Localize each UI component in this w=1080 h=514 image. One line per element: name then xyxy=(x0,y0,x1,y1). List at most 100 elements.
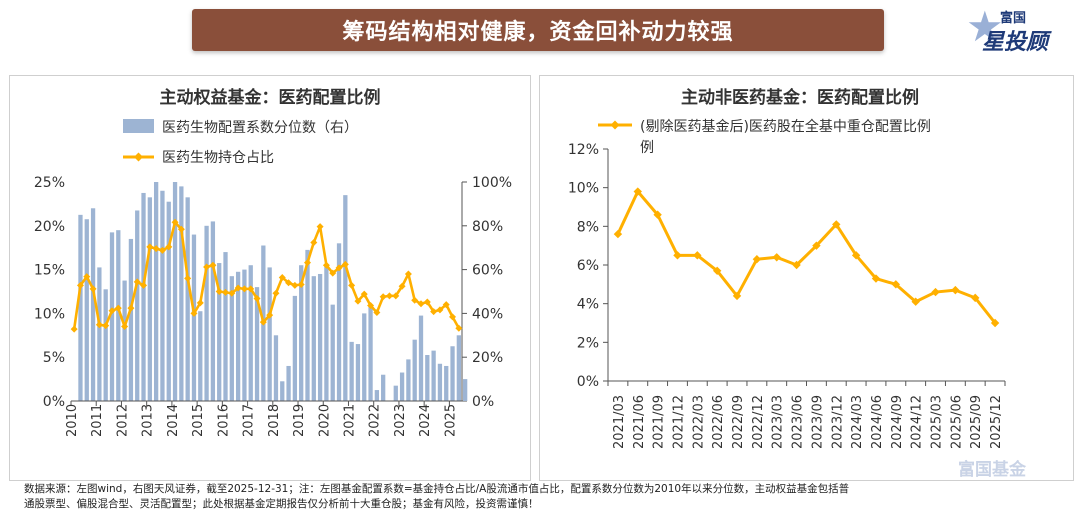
bar xyxy=(437,363,443,401)
left-chart-panel: 主动权益基金：医药配置比例 医药生物配置系数分位数（右） 医药生物持仓占比 0% 5% 1… xyxy=(9,75,531,481)
line-point xyxy=(990,318,1000,328)
line-point xyxy=(329,269,337,277)
bar xyxy=(393,385,398,401)
x-tick-label: 2019 xyxy=(292,404,307,437)
x-tick-label: 2022/03 xyxy=(691,395,706,449)
bar xyxy=(204,225,209,401)
bar xyxy=(381,374,386,401)
x-tick-label: 2023/09 xyxy=(810,395,825,449)
line-point xyxy=(310,238,318,246)
line-point xyxy=(931,287,940,297)
line-point xyxy=(209,261,217,269)
x-tick-label: 2018 xyxy=(267,404,282,437)
y-left-tick-label: 25% xyxy=(34,175,65,191)
line-point xyxy=(951,285,960,295)
line-point xyxy=(455,324,463,332)
x-tick-label: 2021 xyxy=(342,404,357,437)
line-point xyxy=(772,253,781,262)
y-right-tick-label: 100% xyxy=(472,175,512,191)
bar xyxy=(418,315,424,401)
y-tick-label: 8% xyxy=(577,219,599,235)
bar xyxy=(78,214,83,401)
line-point xyxy=(133,278,141,286)
line-point xyxy=(348,281,356,289)
line-point xyxy=(423,298,431,306)
y-tick-label: 6% xyxy=(577,258,599,274)
bar xyxy=(299,265,304,401)
bar xyxy=(406,359,411,401)
line-point xyxy=(417,300,425,308)
bar xyxy=(179,186,184,401)
title-banner: 筹码结构相对健康，资金回补动力较强 xyxy=(192,9,884,51)
x-tick-label: 2022/12 xyxy=(751,395,766,449)
line-point xyxy=(392,292,400,300)
line-point xyxy=(911,297,920,306)
x-tick-label: 2017 xyxy=(242,404,257,437)
y-right-tick-label: 60% xyxy=(472,263,503,279)
bar xyxy=(362,313,367,401)
bar xyxy=(242,269,247,401)
line-point xyxy=(436,306,444,314)
x-tick-label: 2024/06 xyxy=(870,395,885,449)
line-point xyxy=(633,187,642,196)
bar xyxy=(141,192,146,401)
x-tick-label: 2023/03 xyxy=(771,395,786,449)
bar xyxy=(135,210,140,401)
line-point xyxy=(247,285,255,293)
x-tick-label: 2021/06 xyxy=(632,395,647,449)
bar xyxy=(97,267,102,401)
line-point xyxy=(341,260,349,268)
line-point xyxy=(165,243,173,251)
x-tick-label: 2021/03 xyxy=(612,395,627,449)
line-point xyxy=(196,299,204,307)
bar xyxy=(324,265,329,401)
line-point xyxy=(673,251,682,260)
right-chart-panel: 主动非医药基金：医药配置比例 (剔除医药基金后)医药股在全基中重仓配置比例例 0% 2… xyxy=(539,75,1074,481)
bar xyxy=(191,234,197,401)
line-point xyxy=(360,290,368,298)
line-point xyxy=(240,285,248,293)
y-left-tick-label: 20% xyxy=(34,219,65,235)
line-point xyxy=(285,279,293,287)
line-point xyxy=(89,285,97,293)
bar xyxy=(122,280,127,401)
bar xyxy=(431,350,436,401)
line-point xyxy=(411,296,419,304)
bar xyxy=(368,304,373,401)
x-tick-label: 2024/03 xyxy=(850,395,865,449)
bar xyxy=(399,372,405,401)
line-point xyxy=(171,218,179,226)
y-right-tick-label: 80% xyxy=(472,219,503,235)
line-point xyxy=(190,309,198,317)
bar xyxy=(90,208,96,401)
bar xyxy=(109,232,115,401)
x-tick-label: 2025/03 xyxy=(930,395,945,449)
bar xyxy=(374,390,380,401)
y-left-tick-label: 5% xyxy=(43,350,65,366)
bar xyxy=(185,197,190,401)
line-point xyxy=(832,220,841,229)
x-tick-label: 2025/09 xyxy=(969,395,984,449)
x-tick-label: 2023/12 xyxy=(830,395,845,449)
bar xyxy=(172,182,178,401)
line-point xyxy=(259,318,267,326)
bar xyxy=(412,339,417,401)
x-tick-label: 2011 xyxy=(90,404,105,437)
y-tick-label: 4% xyxy=(577,297,599,313)
line-point xyxy=(121,323,129,331)
line-point xyxy=(127,304,135,312)
bar xyxy=(286,365,291,401)
footnote-line-1: 数据来源：左图wind，右图天风证券，截至2025-12-31；注：左图基金配置… xyxy=(24,483,850,495)
bar xyxy=(336,243,342,401)
legend-swatch-marker xyxy=(610,120,620,130)
line-point xyxy=(146,243,154,251)
y-left-tick-label: 10% xyxy=(34,306,65,322)
chart2-title: 主动非医药基金：医药配置比例 xyxy=(681,87,919,108)
line-point xyxy=(792,260,801,270)
bar xyxy=(160,190,165,401)
x-tick-label: 2021/12 xyxy=(671,395,686,449)
legend-label-wrap: 例 xyxy=(640,140,654,156)
line-point xyxy=(108,307,116,315)
brand-logo: ★ 富国 星投顾 xyxy=(966,4,1070,56)
